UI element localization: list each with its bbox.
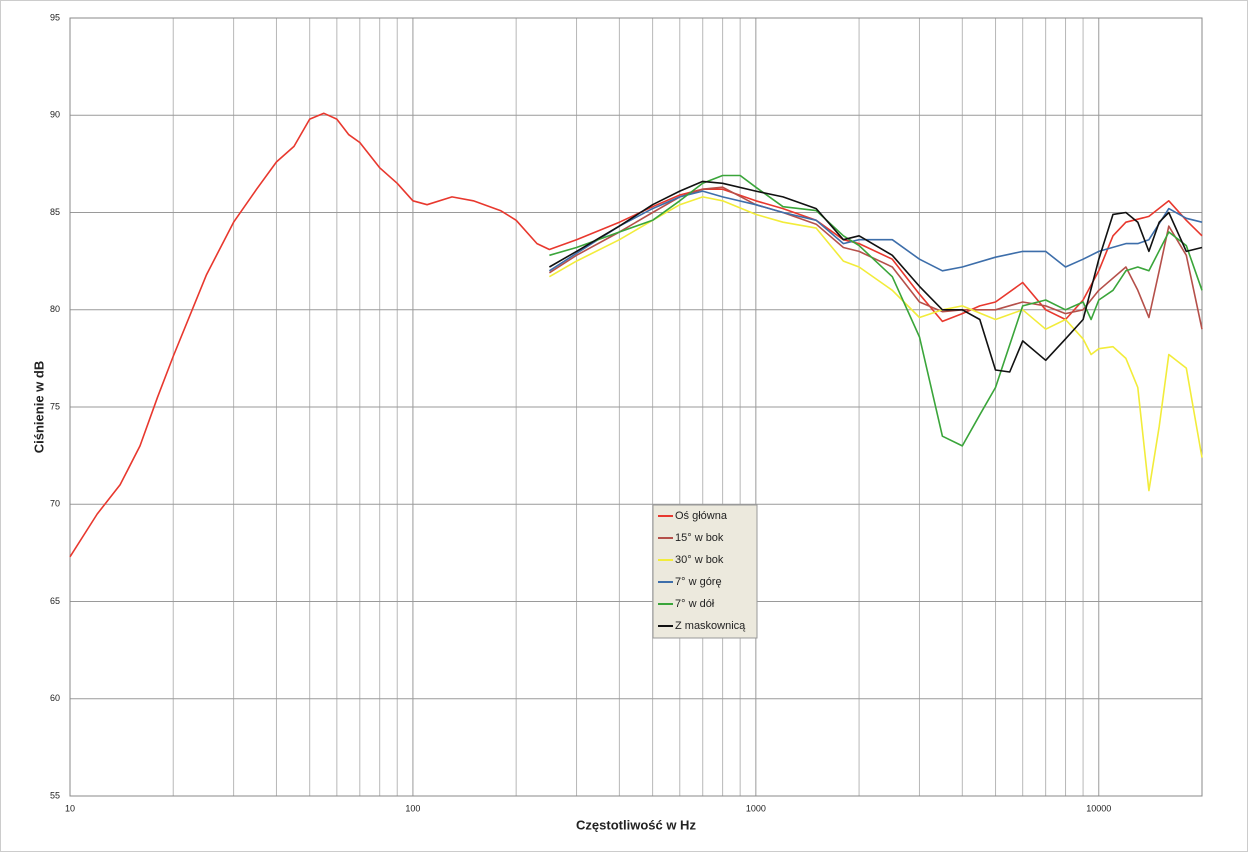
series-line <box>549 196 1203 492</box>
series-line <box>548 186 1203 330</box>
legend-label: Z maskownicą <box>675 620 746 632</box>
plot-frame <box>69 17 1203 797</box>
y-tick-label: 95 <box>50 12 60 22</box>
series-line <box>548 190 1203 272</box>
y-tick-label: 55 <box>50 790 60 800</box>
y-axis-title: Ciśnienie w dB <box>31 361 46 453</box>
y-tick-label: 65 <box>50 596 60 606</box>
y-tick-label: 80 <box>50 304 60 314</box>
legend-label: 30° w bok <box>675 554 724 566</box>
legend-label: 15° w bok <box>675 532 724 544</box>
y-tick-label: 90 <box>50 110 60 120</box>
x-tick-label: 10 <box>65 803 75 813</box>
series-line <box>69 112 1203 558</box>
x-tick-label: 100 <box>405 803 420 813</box>
y-tick-label: 85 <box>50 207 60 217</box>
x-axis-title: Częstotliwość w Hz <box>576 817 696 832</box>
legend-label: 7° w górę <box>675 576 722 588</box>
legend-label: 7° w dół <box>675 598 715 610</box>
x-tick-label: 10000 <box>1086 803 1111 813</box>
x-tick-label: 1000 <box>746 803 766 813</box>
series-line <box>549 180 1203 373</box>
legend-label: Oś główna <box>675 510 728 522</box>
y-tick-label: 75 <box>50 401 60 411</box>
legend-box <box>652 504 758 639</box>
y-tick-label: 70 <box>50 499 60 509</box>
y-tick-label: 60 <box>50 693 60 703</box>
